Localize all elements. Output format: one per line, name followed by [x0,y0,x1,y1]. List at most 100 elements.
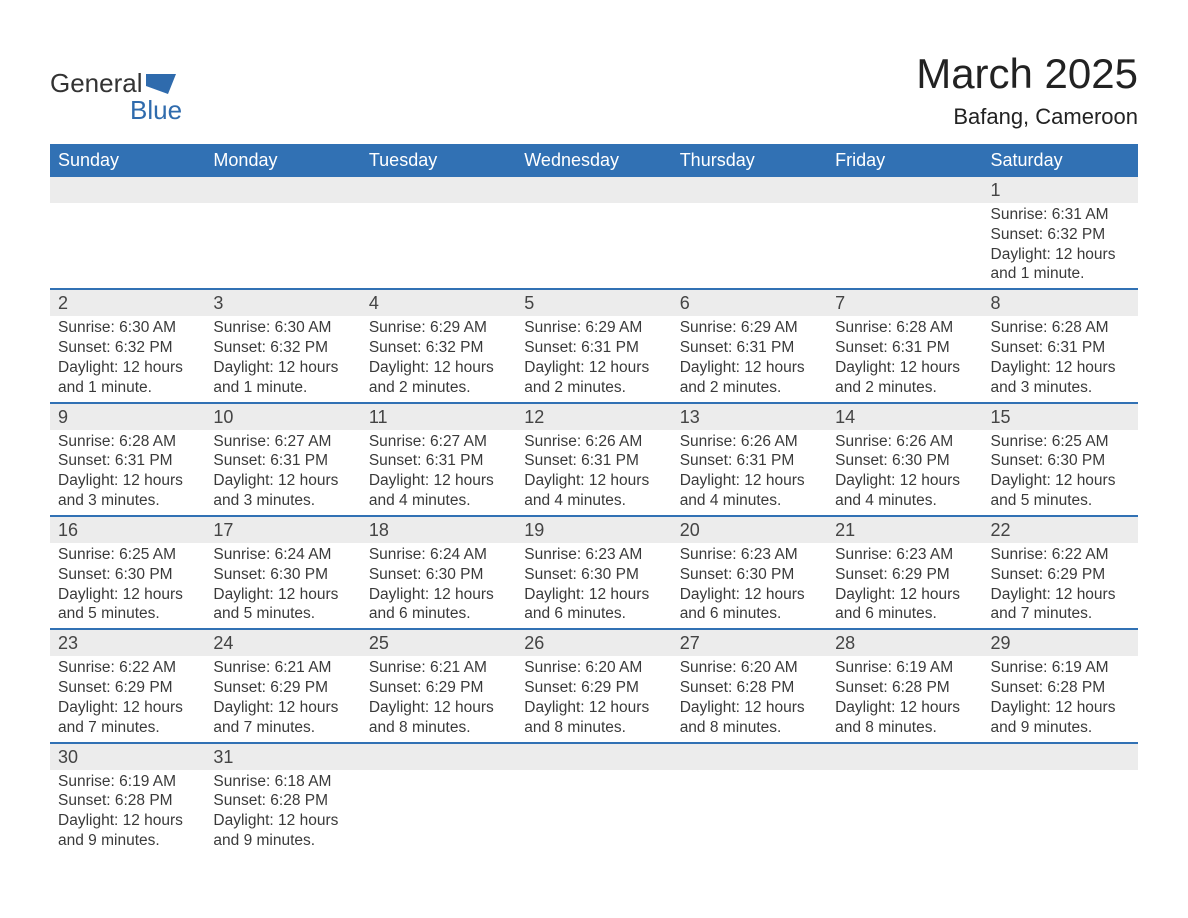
day-number-cell: 13 [672,403,827,430]
day-detail-row: Sunrise: 6:25 AMSunset: 6:30 PMDaylight:… [50,543,1138,629]
daylight-text: Daylight: 12 hours and 7 minutes. [58,698,197,738]
sunset-text: Sunset: 6:31 PM [991,338,1130,358]
day-number-cell: 11 [361,403,516,430]
weekday-header-row: Sunday Monday Tuesday Wednesday Thursday… [50,144,1138,177]
daylight-text: Daylight: 12 hours and 8 minutes. [680,698,819,738]
day-number-cell: 4 [361,289,516,316]
daylight-text: Daylight: 12 hours and 9 minutes. [991,698,1130,738]
daylight-text: Daylight: 12 hours and 1 minute. [213,358,352,398]
weekday-header: Thursday [672,144,827,177]
weekday-header: Wednesday [516,144,671,177]
day-number-row: 16171819202122 [50,516,1138,543]
day-number-cell: 27 [672,629,827,656]
daylight-text: Daylight: 12 hours and 5 minutes. [58,585,197,625]
sunset-text: Sunset: 6:28 PM [835,678,974,698]
day-detail-cell [50,203,205,289]
day-number-cell: 1 [983,177,1138,203]
sunrise-text: Sunrise: 6:28 AM [58,432,197,452]
day-number-cell: 30 [50,743,205,770]
day-detail-cell: Sunrise: 6:18 AMSunset: 6:28 PMDaylight:… [205,770,360,855]
day-number-cell: 12 [516,403,671,430]
sunrise-text: Sunrise: 6:29 AM [680,318,819,338]
day-number-cell: 7 [827,289,982,316]
day-detail-row: Sunrise: 6:19 AMSunset: 6:28 PMDaylight:… [50,770,1138,855]
daylight-text: Daylight: 12 hours and 5 minutes. [991,471,1130,511]
page-title: March 2025 [916,50,1138,98]
day-detail-cell: Sunrise: 6:19 AMSunset: 6:28 PMDaylight:… [983,656,1138,742]
day-number-cell: 22 [983,516,1138,543]
sunrise-text: Sunrise: 6:23 AM [524,545,663,565]
day-detail-cell: Sunrise: 6:22 AMSunset: 6:29 PMDaylight:… [50,656,205,742]
sunrise-text: Sunrise: 6:20 AM [680,658,819,678]
day-detail-cell [205,203,360,289]
day-detail-cell: Sunrise: 6:19 AMSunset: 6:28 PMDaylight:… [50,770,205,855]
sunset-text: Sunset: 6:30 PM [213,565,352,585]
day-number-cell [361,177,516,203]
day-detail-cell: Sunrise: 6:30 AMSunset: 6:32 PMDaylight:… [50,316,205,402]
day-number-cell: 31 [205,743,360,770]
sunset-text: Sunset: 6:29 PM [524,678,663,698]
day-detail-cell: Sunrise: 6:23 AMSunset: 6:29 PMDaylight:… [827,543,982,629]
daylight-text: Daylight: 12 hours and 2 minutes. [369,358,508,398]
sunrise-text: Sunrise: 6:30 AM [58,318,197,338]
sunrise-text: Sunrise: 6:27 AM [369,432,508,452]
sunset-text: Sunset: 6:30 PM [524,565,663,585]
sunset-text: Sunset: 6:30 PM [835,451,974,471]
daylight-text: Daylight: 12 hours and 2 minutes. [835,358,974,398]
sunrise-text: Sunrise: 6:24 AM [369,545,508,565]
day-number-cell: 16 [50,516,205,543]
day-number-cell [50,177,205,203]
daylight-text: Daylight: 12 hours and 6 minutes. [680,585,819,625]
day-number-cell [672,743,827,770]
daylight-text: Daylight: 12 hours and 4 minutes. [524,471,663,511]
sunrise-text: Sunrise: 6:29 AM [369,318,508,338]
day-detail-cell [516,770,671,855]
daylight-text: Daylight: 12 hours and 1 minute. [58,358,197,398]
sunrise-text: Sunrise: 6:23 AM [680,545,819,565]
sunset-text: Sunset: 6:31 PM [835,338,974,358]
day-detail-cell [361,203,516,289]
day-detail-cell [672,203,827,289]
brand-logo: General Blue [50,68,182,126]
day-number-cell: 15 [983,403,1138,430]
day-detail-cell: Sunrise: 6:28 AMSunset: 6:31 PMDaylight:… [827,316,982,402]
day-detail-cell: Sunrise: 6:19 AMSunset: 6:28 PMDaylight:… [827,656,982,742]
day-number-cell [516,743,671,770]
sunset-text: Sunset: 6:32 PM [991,225,1130,245]
daylight-text: Daylight: 12 hours and 9 minutes. [213,811,352,851]
day-number-cell: 14 [827,403,982,430]
day-number-cell: 29 [983,629,1138,656]
day-detail-row: Sunrise: 6:31 AMSunset: 6:32 PMDaylight:… [50,203,1138,289]
sunrise-text: Sunrise: 6:26 AM [524,432,663,452]
daylight-text: Daylight: 12 hours and 2 minutes. [524,358,663,398]
daylight-text: Daylight: 12 hours and 6 minutes. [524,585,663,625]
sunrise-text: Sunrise: 6:21 AM [213,658,352,678]
day-detail-cell [827,770,982,855]
day-detail-cell: Sunrise: 6:20 AMSunset: 6:29 PMDaylight:… [516,656,671,742]
day-detail-cell: Sunrise: 6:23 AMSunset: 6:30 PMDaylight:… [672,543,827,629]
day-number-cell [983,743,1138,770]
sunset-text: Sunset: 6:31 PM [524,338,663,358]
daylight-text: Daylight: 12 hours and 8 minutes. [835,698,974,738]
sunset-text: Sunset: 6:29 PM [58,678,197,698]
day-detail-cell: Sunrise: 6:26 AMSunset: 6:30 PMDaylight:… [827,430,982,516]
calendar-table: Sunday Monday Tuesday Wednesday Thursday… [50,144,1138,855]
sunset-text: Sunset: 6:28 PM [213,791,352,811]
sunset-text: Sunset: 6:31 PM [680,338,819,358]
sunrise-text: Sunrise: 6:29 AM [524,318,663,338]
day-number-cell: 23 [50,629,205,656]
day-detail-row: Sunrise: 6:30 AMSunset: 6:32 PMDaylight:… [50,316,1138,402]
day-detail-cell: Sunrise: 6:22 AMSunset: 6:29 PMDaylight:… [983,543,1138,629]
day-detail-row: Sunrise: 6:22 AMSunset: 6:29 PMDaylight:… [50,656,1138,742]
day-detail-cell [361,770,516,855]
day-number-row: 9101112131415 [50,403,1138,430]
sunset-text: Sunset: 6:28 PM [680,678,819,698]
day-number-row: 1 [50,177,1138,203]
daylight-text: Daylight: 12 hours and 4 minutes. [369,471,508,511]
sunrise-text: Sunrise: 6:24 AM [213,545,352,565]
sunrise-text: Sunrise: 6:26 AM [835,432,974,452]
day-detail-cell: Sunrise: 6:29 AMSunset: 6:31 PMDaylight:… [672,316,827,402]
brand-flag-icon [146,74,176,94]
brand-word-1: General [50,68,143,99]
sunset-text: Sunset: 6:30 PM [369,565,508,585]
